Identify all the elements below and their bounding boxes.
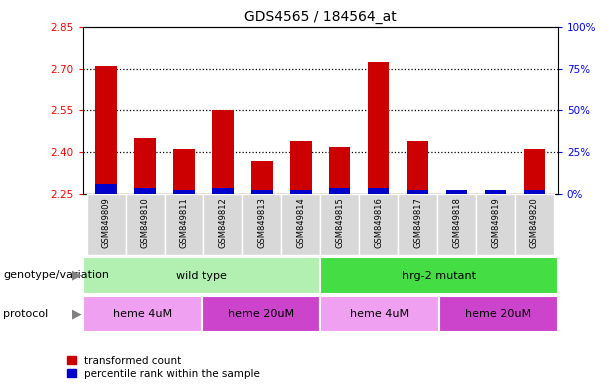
Bar xyxy=(524,149,545,194)
Bar xyxy=(368,188,389,194)
Bar xyxy=(96,66,117,194)
Bar xyxy=(173,190,195,194)
Text: heme 4uM: heme 4uM xyxy=(350,309,409,319)
Text: GSM849819: GSM849819 xyxy=(491,197,500,248)
Text: GSM849810: GSM849810 xyxy=(140,197,150,248)
Text: GSM849812: GSM849812 xyxy=(218,197,227,248)
Text: genotype/variation: genotype/variation xyxy=(3,270,109,280)
Text: heme 4uM: heme 4uM xyxy=(113,309,172,319)
Bar xyxy=(321,296,439,332)
Text: ▶: ▶ xyxy=(72,269,82,282)
Title: GDS4565 / 184564_at: GDS4565 / 184564_at xyxy=(244,10,397,25)
Bar xyxy=(212,188,234,194)
Bar xyxy=(251,190,273,194)
Bar xyxy=(485,192,506,194)
Text: GSM849816: GSM849816 xyxy=(374,197,383,248)
Bar xyxy=(96,184,117,194)
Bar xyxy=(476,194,515,255)
Bar xyxy=(164,194,204,255)
Bar xyxy=(126,194,164,255)
Text: protocol: protocol xyxy=(3,309,48,319)
Bar xyxy=(86,194,126,255)
Bar xyxy=(329,147,351,194)
Bar xyxy=(515,194,554,255)
Text: heme 20uM: heme 20uM xyxy=(465,309,531,319)
Bar xyxy=(83,257,321,294)
Text: GSM849814: GSM849814 xyxy=(296,197,305,248)
Text: GSM849817: GSM849817 xyxy=(413,197,422,248)
Legend: transformed count, percentile rank within the sample: transformed count, percentile rank withi… xyxy=(66,356,260,379)
Bar xyxy=(437,194,476,255)
Bar xyxy=(446,192,467,194)
Text: hrg-2 mutant: hrg-2 mutant xyxy=(402,270,476,281)
Text: GSM849813: GSM849813 xyxy=(257,197,267,248)
Text: wild type: wild type xyxy=(176,270,227,281)
Bar xyxy=(321,257,558,294)
Text: GSM849811: GSM849811 xyxy=(180,197,189,248)
Bar xyxy=(446,190,467,194)
Bar xyxy=(134,188,156,194)
Bar xyxy=(251,161,273,194)
Bar xyxy=(407,190,428,194)
Text: heme 20uM: heme 20uM xyxy=(228,309,294,319)
Bar xyxy=(204,194,242,255)
Bar xyxy=(485,190,506,194)
Bar xyxy=(173,149,195,194)
Bar xyxy=(281,194,321,255)
Bar xyxy=(398,194,437,255)
Text: GSM849815: GSM849815 xyxy=(335,197,345,248)
Text: GSM849818: GSM849818 xyxy=(452,197,461,248)
Bar xyxy=(202,296,321,332)
Bar xyxy=(407,141,428,194)
Bar xyxy=(359,194,398,255)
Bar xyxy=(368,62,389,194)
Bar xyxy=(329,188,351,194)
Text: GSM849820: GSM849820 xyxy=(530,197,539,248)
Text: GSM849809: GSM849809 xyxy=(102,197,110,248)
Bar xyxy=(290,190,311,194)
Bar xyxy=(83,296,202,332)
Bar xyxy=(134,138,156,194)
Bar xyxy=(242,194,281,255)
Text: ▶: ▶ xyxy=(72,307,82,320)
Bar xyxy=(290,141,311,194)
Bar xyxy=(439,296,558,332)
Bar xyxy=(524,190,545,194)
Bar xyxy=(212,110,234,194)
Bar xyxy=(321,194,359,255)
